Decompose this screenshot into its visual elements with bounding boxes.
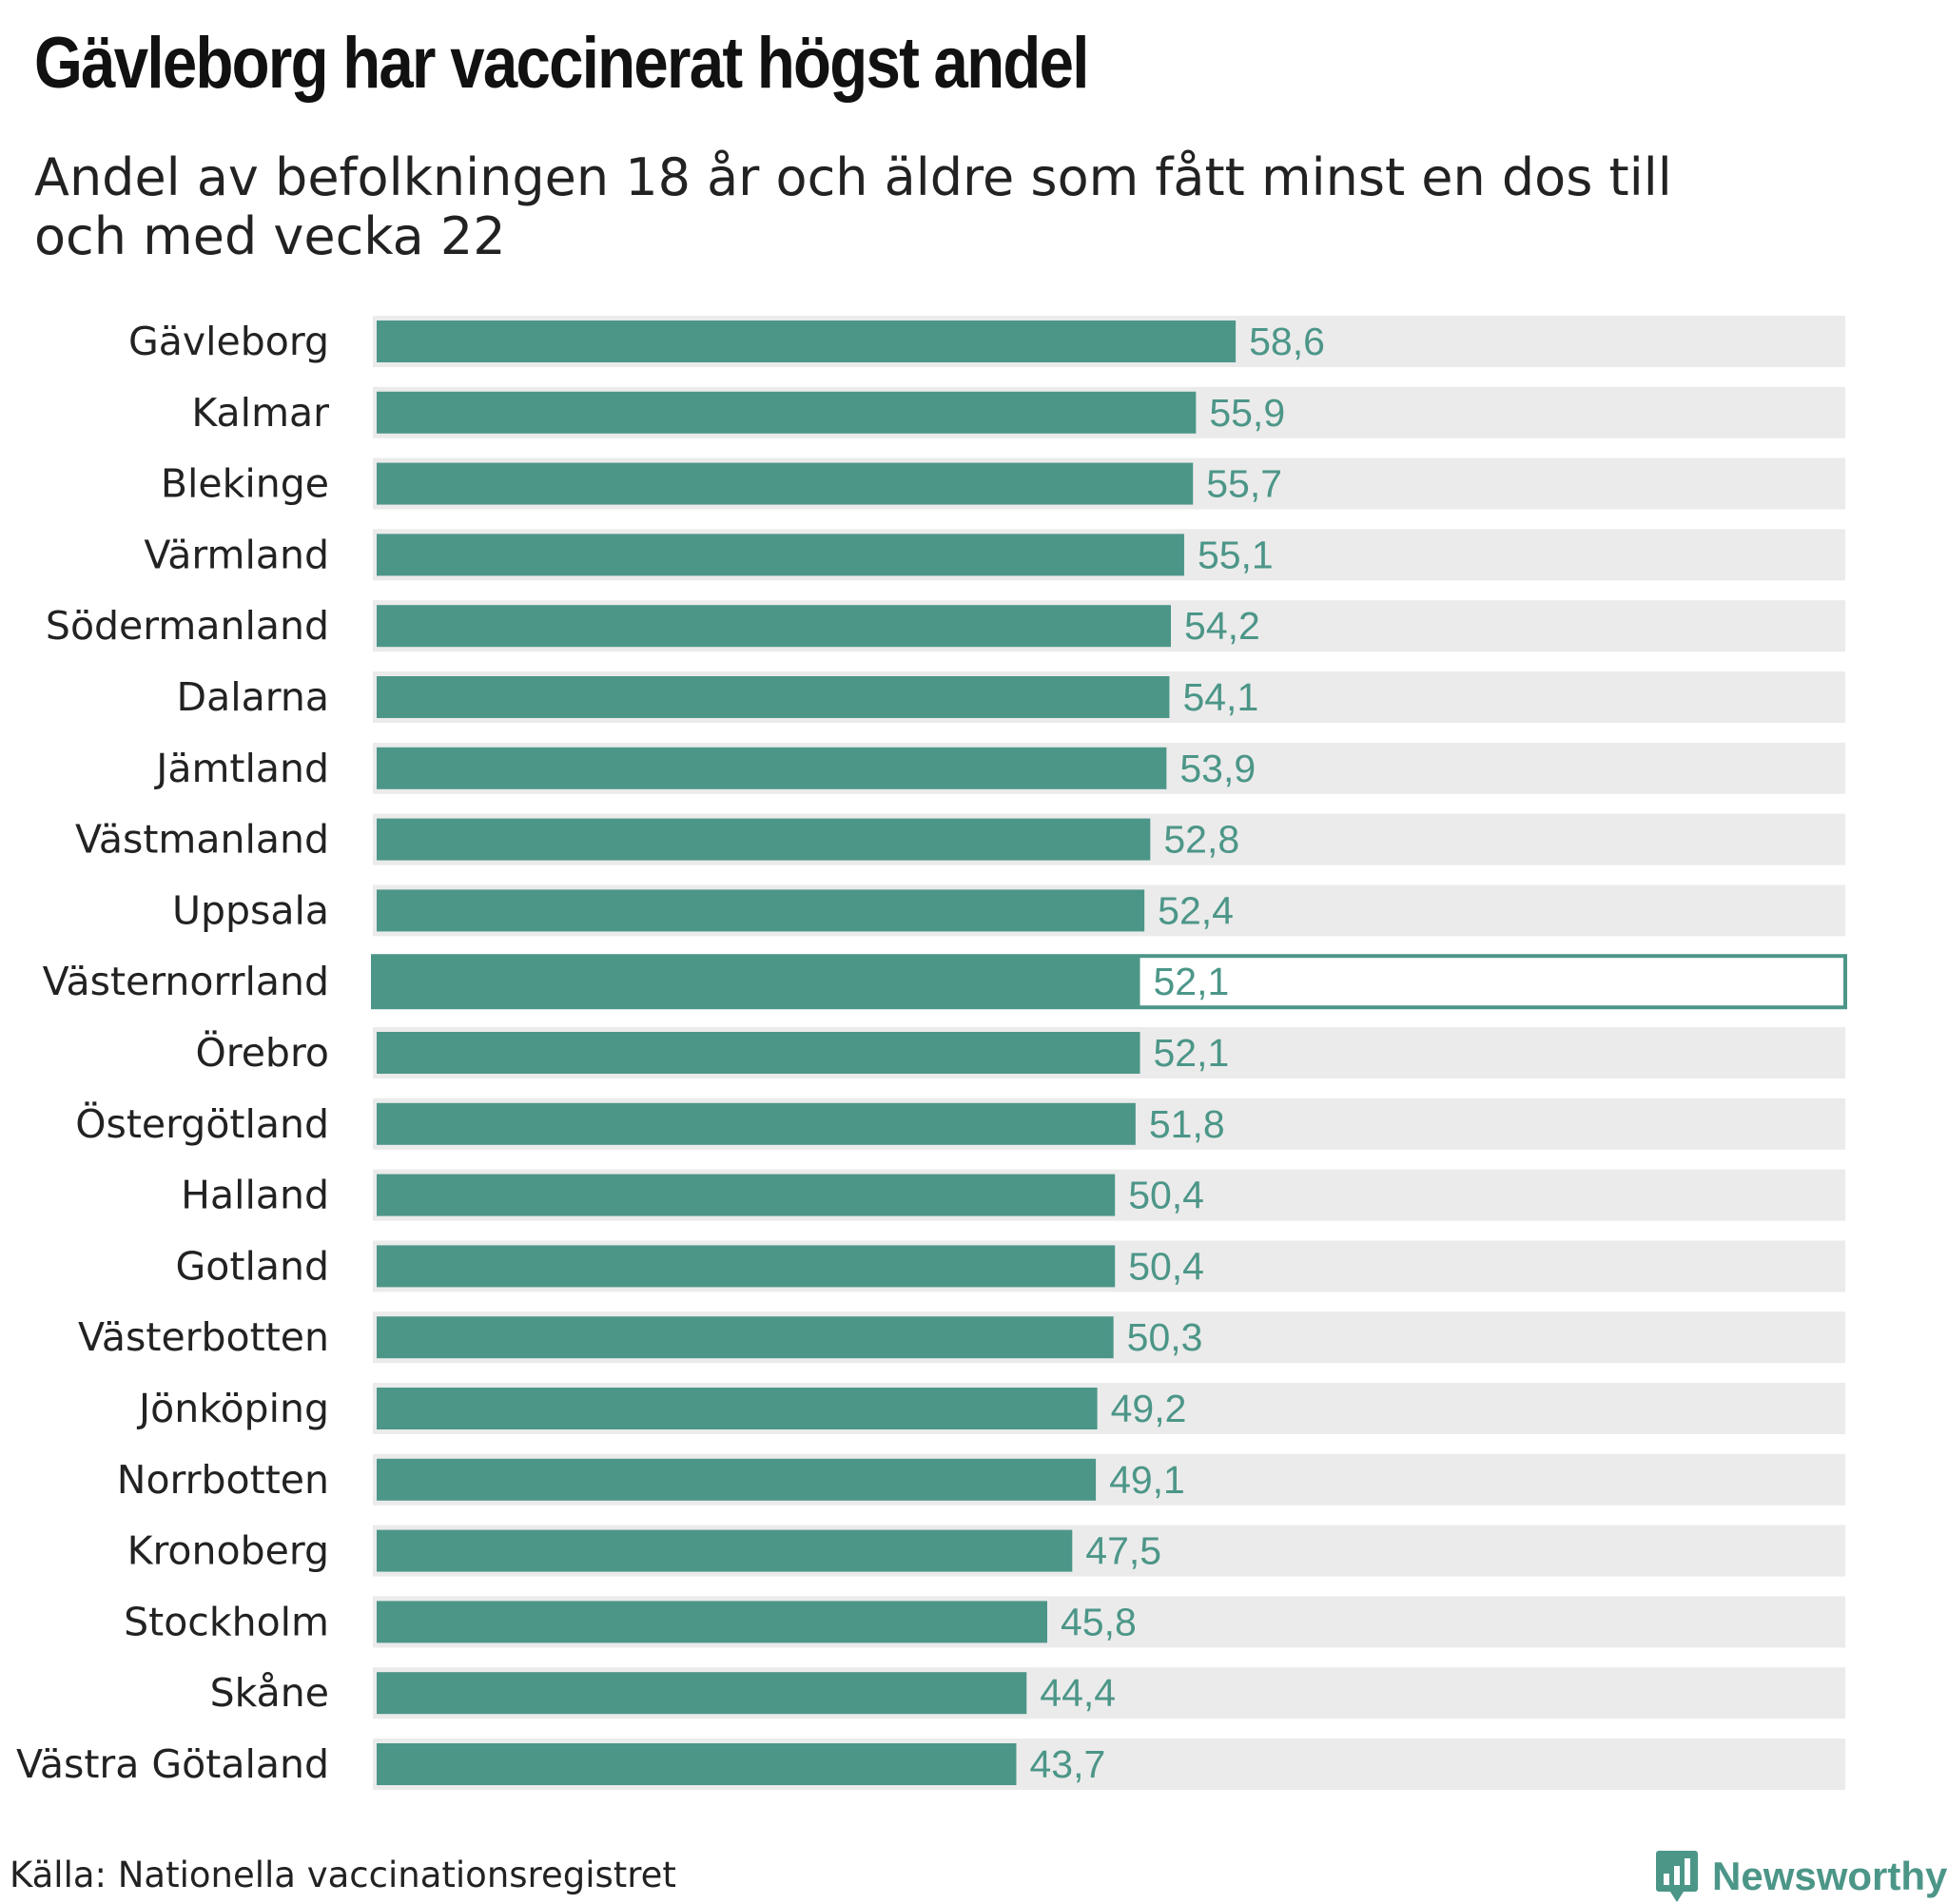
value-label: 52,1 bbox=[1154, 1031, 1230, 1075]
bar bbox=[377, 391, 1197, 434]
bar-row: Södermanland 54,2 bbox=[46, 600, 1845, 652]
bar bbox=[377, 1174, 1116, 1216]
category-label: Kronoberg bbox=[127, 1528, 329, 1574]
bar-chart: Gävleborg 58,6 Kalmar 55,9 Blekinge 55,7 Värml… bbox=[16, 316, 1847, 1790]
value-label: 43,7 bbox=[1029, 1742, 1105, 1786]
category-label: Kalmar bbox=[191, 390, 329, 436]
category-label: Södermanland bbox=[46, 603, 329, 649]
bar bbox=[377, 1601, 1047, 1643]
value-label: 52,8 bbox=[1163, 818, 1239, 862]
category-label: Blekinge bbox=[161, 461, 329, 507]
bar bbox=[377, 818, 1151, 861]
bar-row: Jönköping 49,2 bbox=[136, 1383, 1845, 1434]
value-label: 53,9 bbox=[1179, 747, 1256, 790]
bar-row: Gävleborg 58,6 bbox=[128, 316, 1845, 367]
bar-row: Västerbotten 50,3 bbox=[78, 1311, 1845, 1364]
value-label: 50,4 bbox=[1128, 1244, 1204, 1288]
bar bbox=[377, 321, 1237, 362]
bar-chart-icon bbox=[1656, 1851, 1698, 1902]
bar bbox=[377, 462, 1194, 505]
bar bbox=[377, 676, 1170, 718]
bar bbox=[377, 1245, 1116, 1288]
bar bbox=[373, 956, 1140, 1008]
category-label: Västra Götaland bbox=[16, 1741, 329, 1787]
value-label: 52,1 bbox=[1154, 960, 1230, 1003]
category-label: Västmanland bbox=[75, 817, 329, 863]
category-label: Skåne bbox=[210, 1670, 329, 1716]
bar-row: Västmanland 52,8 bbox=[75, 813, 1845, 865]
bar-row: Halland 50,4 bbox=[181, 1169, 1845, 1221]
category-label: Jönköping bbox=[136, 1386, 329, 1431]
bar bbox=[377, 1743, 1017, 1785]
category-label: Jämtland bbox=[153, 746, 329, 791]
bar-row: Skåne 44,4 bbox=[210, 1667, 1845, 1719]
bar-row: Uppsala 52,4 bbox=[172, 884, 1845, 937]
category-label: Örebro bbox=[195, 1030, 329, 1076]
value-label: 45,8 bbox=[1061, 1600, 1137, 1643]
bar bbox=[377, 1458, 1097, 1501]
bar bbox=[377, 889, 1145, 932]
category-label: Norrbotten bbox=[117, 1457, 329, 1503]
value-label: 44,4 bbox=[1040, 1671, 1116, 1715]
bar-row: Värmland 55,1 bbox=[144, 529, 1845, 581]
category-label: Värmland bbox=[144, 532, 329, 577]
bar-row: Stockholm 45,8 bbox=[124, 1596, 1845, 1648]
value-label: 47,5 bbox=[1085, 1529, 1161, 1573]
value-label: 54,2 bbox=[1184, 604, 1260, 648]
value-label: 55,7 bbox=[1206, 462, 1282, 506]
value-label: 58,6 bbox=[1249, 320, 1325, 363]
bar-row: Östergötland 51,8 bbox=[75, 1098, 1845, 1150]
brand-name: Newsworthy bbox=[1712, 1854, 1948, 1898]
value-label: 50,4 bbox=[1128, 1174, 1204, 1217]
chart-title: Gävleborg har vaccinerat högst andel bbox=[34, 23, 1089, 104]
category-label: Dalarna bbox=[177, 674, 329, 720]
bar-row: Örebro 52,1 bbox=[195, 1027, 1845, 1078]
bar bbox=[377, 1672, 1027, 1715]
bar-row: Västra Götaland 43,7 bbox=[16, 1739, 1845, 1790]
bar bbox=[377, 1316, 1114, 1359]
value-label: 55,9 bbox=[1209, 391, 1285, 435]
bar bbox=[377, 747, 1167, 789]
bar bbox=[377, 1032, 1140, 1074]
bar bbox=[377, 605, 1172, 648]
bar-row: Kronoberg 47,5 bbox=[127, 1525, 1845, 1577]
bar-row: Kalmar 55,9 bbox=[191, 386, 1845, 438]
category-label: Halland bbox=[181, 1173, 329, 1218]
source-note: Källa: Nationella vaccinationsregistret bbox=[10, 1855, 676, 1895]
bar-row: Västernorrland 52,1 bbox=[43, 954, 1847, 1010]
bar-row: Dalarna 54,1 bbox=[177, 671, 1845, 723]
value-label: 50,3 bbox=[1127, 1315, 1203, 1359]
value-label: 51,8 bbox=[1149, 1102, 1225, 1146]
bar bbox=[377, 1102, 1136, 1145]
value-label: 49,1 bbox=[1109, 1458, 1185, 1502]
bar-row: Jämtland 53,9 bbox=[153, 742, 1845, 794]
category-label: Gävleborg bbox=[128, 319, 329, 364]
bar bbox=[377, 1388, 1098, 1429]
bar bbox=[377, 1529, 1073, 1572]
category-label: Uppsala bbox=[172, 887, 329, 933]
chart-subtitle: Andel av befolkningen 18 år och äldre so… bbox=[34, 147, 1672, 266]
category-label: Stockholm bbox=[124, 1599, 329, 1644]
bar bbox=[377, 534, 1184, 576]
category-label: Västerbotten bbox=[78, 1314, 329, 1360]
value-label: 52,4 bbox=[1158, 888, 1234, 932]
value-label: 54,1 bbox=[1182, 675, 1258, 719]
brand-logo[interactable]: Newsworthy bbox=[1655, 1849, 1947, 1904]
bar-row: Norrbotten 49,1 bbox=[117, 1453, 1845, 1506]
category-label: Västernorrland bbox=[43, 959, 329, 1004]
bar-row: Blekinge 55,7 bbox=[161, 457, 1845, 510]
category-label: Östergötland bbox=[75, 1101, 329, 1147]
value-label: 55,1 bbox=[1198, 533, 1274, 576]
category-label: Gotland bbox=[176, 1243, 329, 1289]
bar-row: Gotland 50,4 bbox=[176, 1240, 1845, 1292]
value-label: 49,2 bbox=[1111, 1387, 1187, 1430]
